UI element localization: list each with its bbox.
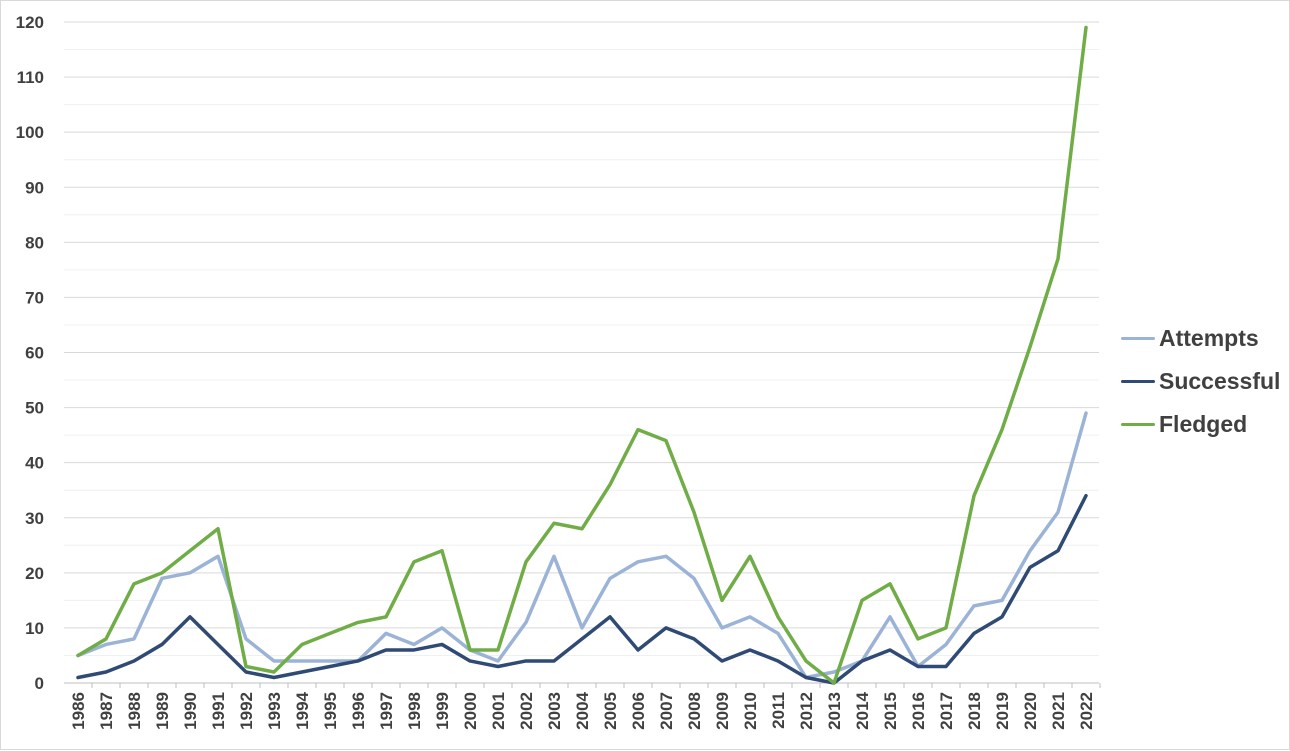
legend-item-attempts: Attempts — [1121, 317, 1290, 360]
x-tick-label: 2020 — [1021, 692, 1040, 730]
x-tick-label: 2004 — [573, 691, 592, 729]
x-tick-label: 2021 — [1049, 692, 1068, 730]
x-tick-label: 2015 — [881, 692, 900, 730]
x-tick-label: 2011 — [769, 692, 788, 729]
legend-label-fledged: Fledged — [1159, 411, 1248, 437]
tick-labels: 0 10 20 30 40 50 60 70 80 90 100 110 120 1986 1987 1988… — [16, 13, 1096, 730]
x-tick-label: 1990 — [181, 692, 200, 730]
y-tick-label: 110 — [17, 68, 44, 87]
x-tick-label: 2005 — [601, 692, 620, 730]
y-tick-label: 0 — [35, 674, 44, 693]
legend-item-fledged: Fledged — [1121, 403, 1290, 446]
x-tick-label: 2013 — [825, 692, 844, 730]
y-tick-label: 30 — [25, 509, 44, 528]
x-tick-label: 2003 — [545, 692, 564, 730]
x-tick-label: 1994 — [293, 691, 312, 729]
y-tick-label: 50 — [25, 399, 44, 418]
x-tick-label: 2018 — [965, 692, 984, 730]
axes — [64, 682, 1101, 688]
legend-label-attempts: Attempts — [1159, 325, 1259, 351]
x-tick-label: 1989 — [153, 692, 172, 730]
legend-swatch-successful — [1121, 380, 1155, 383]
series-line-fledged — [76, 25, 1088, 685]
y-tick-label: 80 — [25, 233, 44, 252]
x-tick-label: 2001 — [489, 692, 508, 730]
x-tick-label: 1996 — [349, 692, 368, 730]
x-tick-label: 2002 — [517, 692, 536, 730]
x-tick-label: 1999 — [433, 692, 452, 730]
x-tick-label: 1988 — [125, 692, 144, 730]
y-tick-label: 60 — [25, 344, 44, 363]
x-tick-label: 2016 — [909, 692, 928, 730]
y-tick-label: 100 — [16, 123, 44, 142]
y-tick-label: 120 — [16, 13, 44, 32]
y-tick-label: 40 — [25, 454, 44, 473]
x-tick-label: 1987 — [97, 692, 116, 730]
series-lines — [76, 25, 1088, 685]
x-tick-label: 2010 — [741, 692, 760, 730]
legend: Attempts Successful Fledged — [1121, 317, 1290, 446]
x-tick-label: 2008 — [685, 692, 704, 730]
x-tick-label: 2012 — [797, 692, 816, 730]
series-line-successful — [76, 493, 1088, 685]
x-tick-label: 2017 — [937, 692, 956, 730]
y-tick-label: 90 — [25, 178, 44, 197]
x-tick-label: 2006 — [629, 692, 648, 730]
x-tick-label: 1995 — [321, 692, 340, 730]
x-tick-label: 1991 — [209, 692, 228, 730]
x-tick-label: 2014 — [853, 691, 872, 729]
x-tick-label: 1997 — [377, 692, 396, 730]
legend-item-successful: Successful — [1121, 360, 1290, 403]
x-tick-label: 2019 — [993, 692, 1012, 730]
x-tick-label: 2022 — [1077, 692, 1096, 730]
x-tick-label: 2009 — [713, 692, 732, 730]
legend-label-successful: Successful — [1159, 368, 1281, 394]
x-tick-label: 1986 — [69, 692, 88, 730]
legend-swatch-attempts — [1121, 337, 1155, 340]
y-tick-label: 70 — [25, 288, 44, 307]
legend-swatch-fledged — [1121, 423, 1155, 426]
x-tick-label: 1998 — [405, 692, 424, 730]
x-tick-label: 2000 — [461, 692, 480, 730]
y-tick-label: 20 — [25, 564, 44, 583]
y-tick-label: 10 — [25, 619, 44, 638]
x-tick-label: 2007 — [657, 692, 676, 730]
x-tick-label: 1993 — [265, 692, 284, 730]
x-tick-label: 1992 — [237, 692, 256, 730]
